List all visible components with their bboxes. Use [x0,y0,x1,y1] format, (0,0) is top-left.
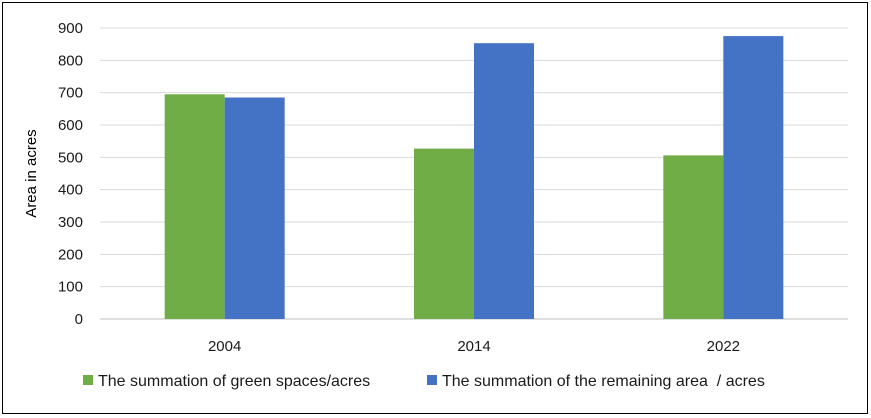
bar-green-spaces-2014 [414,148,474,319]
bar-remaining-area-2014 [474,43,534,320]
legend-swatch [83,375,93,385]
x-tick-labels: 2004 2014 2022 [208,338,740,355]
legend-label: The summation of the remaining area / ac… [442,373,765,390]
legend-label: The summation of green spaces/acres [98,373,370,390]
y-tick-label: 0 [75,311,83,328]
y-tick-label: 800 [58,52,83,69]
y-axis-title: Area in acres [23,129,40,217]
y-tick-label: 400 [58,182,83,199]
y-tick-label: 200 [58,246,83,263]
bar-remaining-area-2022 [723,36,784,319]
bar-green-spaces-2022 [663,155,724,319]
y-tick-label: 300 [58,214,83,231]
y-tick-label: 500 [58,149,83,166]
x-tick-label: 2022 [707,338,740,355]
x-tick-label: 2014 [457,338,490,355]
y-tick-label: 900 [58,20,83,37]
legend: The summation of green spaces/acres The s… [83,373,765,390]
bar-remaining-area-2004 [224,97,285,320]
y-tick-labels: 0 100 200 300 400 500 600 700 800 900 [58,20,83,328]
y-tick-label: 700 [58,85,83,102]
x-tick-label: 2004 [208,338,241,355]
bar-green-spaces-2004 [164,94,225,320]
bars [164,36,784,320]
legend-swatch [427,375,437,385]
y-tick-label: 600 [58,117,83,134]
chart-frame: 0 100 200 300 400 500 600 700 800 900 2004 2014 202… [2,2,868,414]
bar-chart: 0 100 200 300 400 500 600 700 800 900 2004 2014 202… [23,20,848,390]
y-tick-label: 100 [58,279,83,296]
